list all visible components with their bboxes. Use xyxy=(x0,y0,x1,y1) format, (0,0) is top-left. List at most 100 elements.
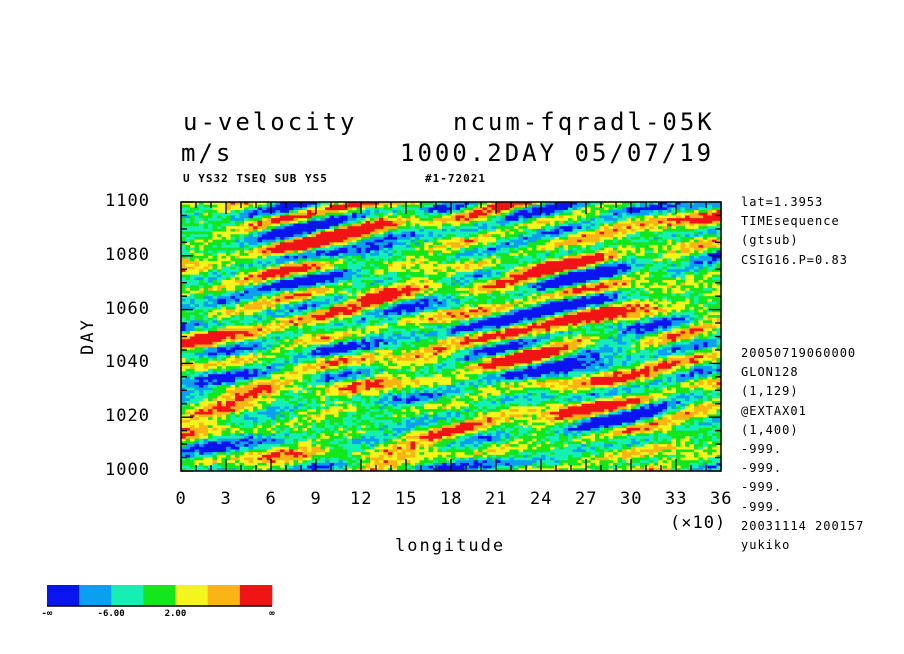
heatmap-cell xyxy=(262,212,268,217)
heatmap-cell xyxy=(401,280,407,284)
heatmap-cell xyxy=(203,239,209,243)
heatmap-cell xyxy=(352,215,358,219)
heatmap-cell xyxy=(437,269,443,273)
heatmap-cell xyxy=(613,282,619,286)
heatmap-cell xyxy=(482,212,488,217)
heatmap-cell xyxy=(496,204,502,208)
heatmap-cell xyxy=(397,212,403,217)
heatmap-cell xyxy=(626,226,632,230)
heatmap-cell xyxy=(572,258,578,262)
heatmap-cell xyxy=(383,218,389,222)
heatmap-cell xyxy=(554,236,560,241)
heatmap-cell xyxy=(505,280,511,284)
heatmap-cell xyxy=(266,207,272,211)
heatmap-cell xyxy=(311,228,317,233)
heatmap-cell xyxy=(406,239,412,243)
heatmap-cell xyxy=(698,202,704,206)
heatmap-cell xyxy=(514,236,520,241)
heatmap-cell xyxy=(680,274,686,278)
heatmap-cell xyxy=(631,245,637,249)
heatmap-cell xyxy=(649,280,655,284)
heatmap-cell xyxy=(667,269,673,273)
heatmap-cell xyxy=(491,271,497,276)
heatmap-cell xyxy=(698,210,704,214)
heatmap-cell xyxy=(712,285,718,289)
heatmap-cell xyxy=(626,215,632,219)
heatmap-cell xyxy=(293,266,299,270)
heatmap-cell xyxy=(370,242,376,246)
heatmap-cell xyxy=(577,280,583,284)
heatmap-cell xyxy=(559,266,565,270)
heatmap-cell xyxy=(370,218,376,222)
heatmap-cell xyxy=(446,236,452,241)
heatmap-cell xyxy=(604,239,610,243)
heatmap-cell xyxy=(343,258,349,262)
heatmap-cell xyxy=(253,242,259,246)
heatmap-cell xyxy=(653,202,659,206)
heatmap-cell xyxy=(698,204,704,208)
heatmap-cell xyxy=(424,285,430,289)
heatmap-cell xyxy=(383,212,389,217)
heatmap-cell xyxy=(419,228,425,233)
heatmap-cell xyxy=(388,277,394,281)
heatmap-cell xyxy=(253,239,259,243)
heatmap-cell xyxy=(698,266,704,270)
heatmap-cell xyxy=(361,228,367,233)
heatmap-cell xyxy=(464,220,470,225)
heatmap-cell xyxy=(613,285,619,289)
heatmap-cell xyxy=(590,266,596,270)
heatmap-cell xyxy=(653,255,659,260)
heatmap-cell xyxy=(379,280,385,284)
heatmap-cell xyxy=(622,288,628,292)
heatmap-cell xyxy=(599,223,605,227)
heatmap-cell xyxy=(392,247,398,252)
heatmap-cell xyxy=(649,271,655,276)
heatmap-cell xyxy=(446,228,452,233)
heatmap-cell xyxy=(689,261,695,265)
heatmap-cell xyxy=(685,261,691,265)
heatmap-cell xyxy=(437,223,443,227)
heatmap-cell xyxy=(226,255,232,260)
heatmap-cell xyxy=(532,228,538,233)
heatmap-cell xyxy=(577,210,583,214)
heatmap-cell xyxy=(226,220,232,225)
heatmap-cell xyxy=(586,280,592,284)
heatmap-cell xyxy=(608,231,614,235)
heatmap-cell xyxy=(181,239,187,243)
heatmap-cell xyxy=(680,204,686,208)
heatmap-cell xyxy=(622,274,628,278)
heatmap-cell xyxy=(226,234,232,238)
heatmap-cell xyxy=(577,277,583,281)
heatmap-cell xyxy=(451,255,457,260)
heatmap-cell xyxy=(599,242,605,246)
heatmap-cell xyxy=(401,212,407,217)
heatmap-cell xyxy=(676,223,682,227)
heatmap-cell xyxy=(338,231,344,235)
heatmap-cell xyxy=(194,274,200,278)
heatmap-cell xyxy=(437,277,443,281)
heatmap-cell xyxy=(293,226,299,230)
heatmap-cell xyxy=(559,242,565,246)
heatmap-cell xyxy=(455,253,461,257)
heatmap-cell xyxy=(572,247,578,252)
heatmap-cell xyxy=(181,288,187,292)
heatmap-cell xyxy=(397,258,403,262)
heatmap-cell xyxy=(343,282,349,286)
heatmap-cell xyxy=(334,250,340,254)
heatmap-cell xyxy=(568,218,574,222)
heatmap-cell xyxy=(482,218,488,222)
heatmap-cell xyxy=(496,282,502,286)
heatmap-cell xyxy=(667,290,673,295)
heatmap-cell xyxy=(307,266,313,270)
heatmap-cell xyxy=(217,220,223,225)
heatmap-cell xyxy=(235,277,241,281)
heatmap-cell xyxy=(320,266,326,270)
heatmap-cell xyxy=(554,277,560,281)
heatmap-cell xyxy=(545,245,551,249)
heatmap-cell xyxy=(271,258,277,262)
heatmap-cell xyxy=(352,228,358,233)
heatmap-cell xyxy=(217,285,223,289)
heatmap-cell xyxy=(212,204,218,208)
heatmap-cell xyxy=(262,226,268,230)
heatmap-cell xyxy=(212,285,218,289)
